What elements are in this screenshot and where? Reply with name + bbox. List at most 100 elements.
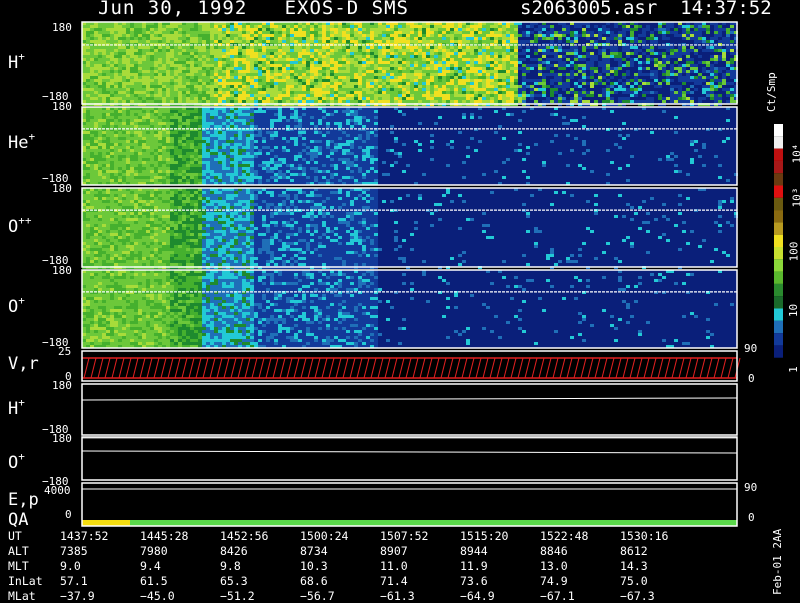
heatmap-cell [374, 70, 378, 73]
heatmap-cell [506, 55, 510, 58]
heatmap-cell [462, 25, 466, 28]
heatmap-cell [506, 70, 510, 73]
heatmap-cell [338, 46, 342, 49]
heatmap-cell [294, 85, 298, 88]
heatmap-cell [494, 37, 498, 40]
heatmap-cell [430, 61, 434, 64]
heatmap-cell [170, 179, 174, 182]
heatmap-cell [514, 22, 518, 25]
heatmap-cell [114, 67, 118, 70]
heatmap-cell [338, 76, 342, 79]
heatmap-cell [494, 82, 498, 85]
heatmap-cell [682, 31, 686, 34]
heatmap-cell [246, 52, 250, 55]
heatmap-cell [570, 76, 574, 79]
heatmap-cell [518, 61, 522, 64]
heatmap-cell [130, 179, 134, 182]
heatmap-cell [390, 76, 394, 79]
heatmap-cell [234, 37, 238, 40]
heatmap-cell [710, 97, 714, 100]
heatmap-cell [566, 64, 570, 67]
heatmap-cell [374, 91, 378, 94]
heatmap-cell [622, 82, 626, 85]
heatmap-cell [198, 119, 202, 122]
heatmap-cell [282, 97, 286, 100]
heatmap-cell [138, 61, 142, 64]
heatmap-cell [718, 85, 722, 88]
heatmap-cell [570, 52, 574, 55]
heatmap-cell [410, 100, 414, 103]
heatmap-cell [302, 88, 306, 91]
heatmap-cell [458, 55, 462, 58]
heatmap-cell [122, 76, 126, 79]
heatmap-cell [294, 64, 298, 67]
heatmap-cell [526, 79, 530, 82]
heatmap-cell [734, 58, 738, 61]
heatmap-cell [538, 25, 542, 28]
heatmap-cell [210, 161, 214, 164]
heatmap-cell [226, 28, 230, 31]
heatmap-cell [614, 34, 618, 37]
heatmap-cell [218, 158, 222, 161]
heatmap-cell [98, 25, 102, 28]
heatmap-cell [478, 73, 482, 76]
heatmap-cell [90, 97, 94, 100]
heatmap-cell [362, 34, 366, 37]
heatmap-cell [610, 55, 614, 58]
heatmap-cell [450, 67, 454, 70]
heatmap-cell [230, 70, 234, 73]
heatmap-cell [118, 58, 122, 61]
heatmap-cell [218, 128, 222, 131]
heatmap-cell [154, 155, 158, 158]
heatmap-cell [482, 55, 486, 58]
heatmap-cell [94, 143, 98, 146]
heatmap-cell [682, 79, 686, 82]
heatmap-cell [478, 79, 482, 82]
heatmap-cell [238, 25, 242, 28]
heatmap-cell [370, 73, 374, 76]
heatmap-cell [358, 55, 362, 58]
heatmap-cell [562, 61, 566, 64]
heatmap-cell [94, 137, 98, 140]
heatmap-cell [574, 34, 578, 37]
heatmap-cell [298, 46, 302, 49]
heatmap-cell [442, 25, 446, 28]
heatmap-cell [158, 107, 162, 110]
heatmap-cell [458, 46, 462, 49]
heatmap-cell [674, 91, 678, 94]
heatmap-cell [502, 61, 506, 64]
heatmap-cell [494, 76, 498, 79]
heatmap-cell [426, 97, 430, 100]
heatmap-cell [482, 25, 486, 28]
heatmap-cell [150, 182, 154, 185]
heatmap-cell [302, 100, 306, 103]
heatmap-cell [186, 113, 190, 116]
heatmap-cell [298, 22, 302, 25]
heatmap-cell [530, 79, 534, 82]
heatmap-cell [258, 40, 262, 43]
heatmap-cell [278, 88, 282, 91]
heatmap-cell [486, 64, 490, 67]
heatmap-cell [194, 170, 198, 173]
heatmap-cell [478, 88, 482, 91]
heatmap-cell [146, 122, 150, 125]
heatmap-cell [130, 37, 134, 40]
heatmap-cell [550, 52, 554, 55]
heatmap-cell [598, 28, 602, 31]
heatmap-cell [98, 173, 102, 176]
heatmap-cell [226, 155, 230, 158]
heatmap-cell [206, 61, 210, 64]
heatmap-cell [290, 94, 294, 97]
heatmap-cell [98, 64, 102, 67]
heatmap-cell [410, 25, 414, 28]
heatmap-cell [562, 97, 566, 100]
heatmap-cell [374, 49, 378, 52]
heatmap-cell [294, 97, 298, 100]
heatmap-cell [670, 85, 674, 88]
heatmap-cell [414, 34, 418, 37]
heatmap-cell [150, 25, 154, 28]
heatmap-cell [206, 149, 210, 152]
heatmap-cell [194, 128, 198, 131]
heatmap-cell [162, 137, 166, 140]
heatmap-cell [282, 31, 286, 34]
